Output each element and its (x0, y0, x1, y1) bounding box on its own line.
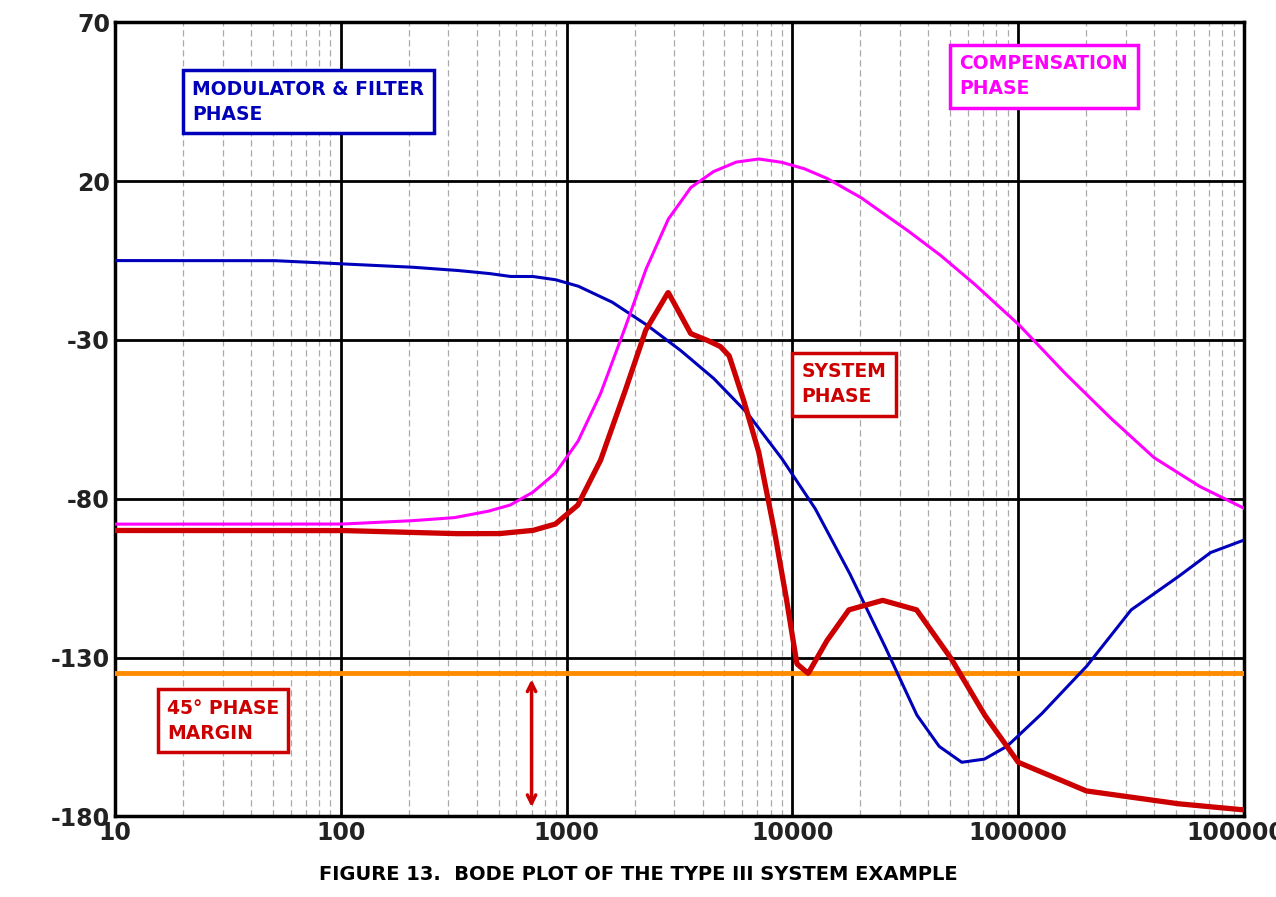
Text: COMPENSATION
PHASE: COMPENSATION PHASE (960, 54, 1128, 98)
Text: SYSTEM
PHASE: SYSTEM PHASE (801, 362, 887, 406)
Text: MODULATOR & FILTER
PHASE: MODULATOR & FILTER PHASE (193, 80, 424, 124)
Text: 45° PHASE
MARGIN: 45° PHASE MARGIN (167, 699, 279, 743)
Text: FIGURE 13.  BODE PLOT OF THE TYPE III SYSTEM EXAMPLE: FIGURE 13. BODE PLOT OF THE TYPE III SYS… (319, 865, 957, 884)
